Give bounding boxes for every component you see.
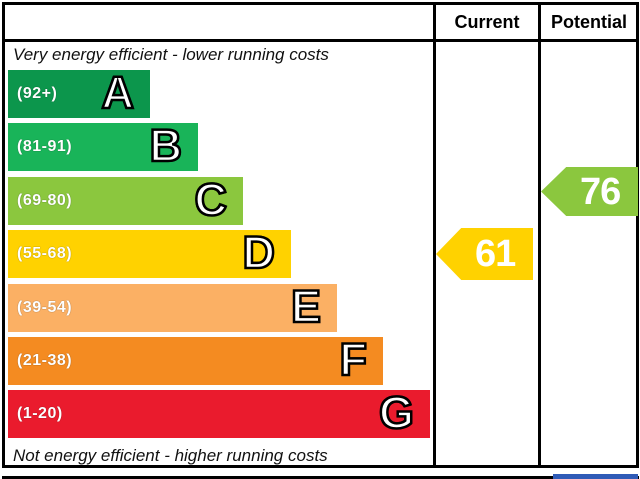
potential-column-header: Potential bbox=[550, 11, 627, 32]
band-d-range: (55-68) bbox=[17, 245, 73, 262]
band-b-range: (81-91) bbox=[17, 138, 73, 155]
band-b: (81-91) B bbox=[8, 120, 198, 172]
band-d: (55-68) D bbox=[8, 227, 291, 279]
band-d-letter: D bbox=[241, 227, 276, 279]
band-c-letter: C bbox=[193, 174, 228, 226]
bottom-note: Not energy efficient - higher running co… bbox=[13, 446, 328, 465]
band-e: (39-54) E bbox=[8, 281, 337, 333]
band-b-letter: B bbox=[148, 120, 183, 172]
band-g-range: (1-20) bbox=[17, 405, 63, 422]
column-divider-current bbox=[433, 2, 436, 468]
band-f: (21-38) F bbox=[8, 334, 383, 386]
band-c-range: (69-80) bbox=[17, 192, 73, 209]
band-g: (1-20) G bbox=[8, 387, 430, 439]
band-a-letter: A bbox=[100, 67, 135, 119]
band-f-range: (21-38) bbox=[17, 352, 73, 369]
band-a: (92+) A bbox=[8, 67, 150, 119]
header-divider bbox=[2, 39, 639, 42]
band-f-letter: F bbox=[338, 334, 368, 386]
top-note: Very energy efficient - lower running co… bbox=[13, 45, 329, 64]
potential-rating-arrow: 76 bbox=[541, 167, 638, 216]
next-section-top-border bbox=[2, 476, 639, 479]
potential-rating-value: 76 bbox=[580, 170, 621, 213]
band-g-letter: G bbox=[378, 387, 416, 439]
eu-flag-partial-image bbox=[553, 474, 638, 479]
band-e-letter: E bbox=[290, 281, 323, 333]
column-divider-potential bbox=[538, 2, 541, 468]
current-rating-value: 61 bbox=[475, 233, 516, 275]
current-column-header: Current bbox=[454, 11, 520, 32]
epc-chart-frame bbox=[2, 2, 639, 468]
band-a-range: (92+) bbox=[17, 85, 58, 102]
band-c: (69-80) C bbox=[8, 174, 243, 226]
band-e-range: (39-54) bbox=[17, 299, 73, 316]
